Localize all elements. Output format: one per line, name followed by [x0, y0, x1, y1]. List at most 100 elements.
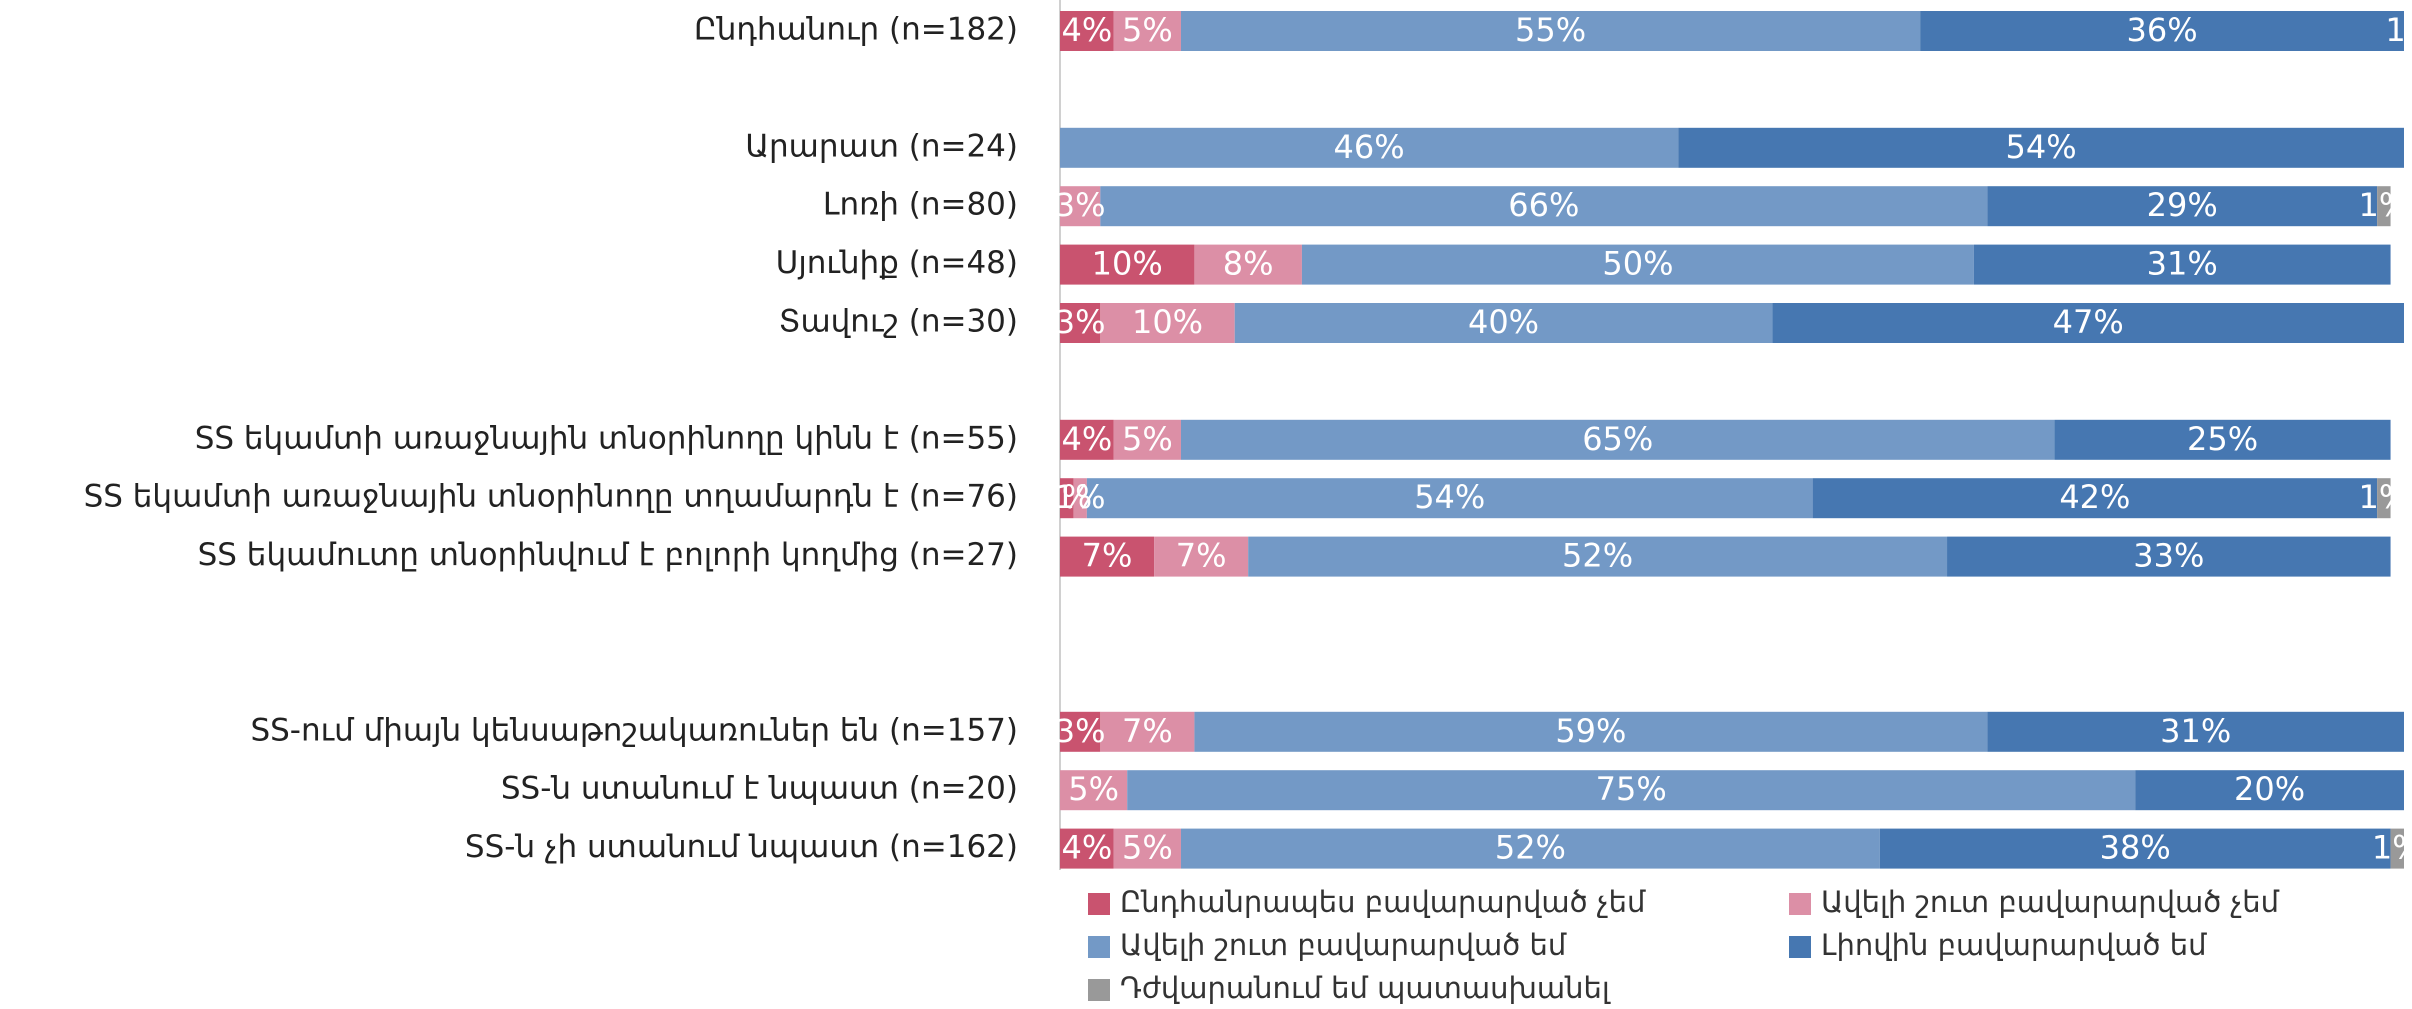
- data-label: 25%: [2187, 420, 2258, 458]
- bar-segment: [1060, 828, 1114, 869]
- bar-segment: [1678, 127, 2404, 168]
- data-label: 52%: [1562, 537, 1633, 575]
- bar-segment: [1812, 478, 2378, 519]
- data-label: 3%: [1055, 186, 1106, 224]
- category-label: Ընդհանուր (n=182): [694, 12, 1018, 48]
- data-label: 36%: [2127, 11, 2198, 49]
- category-label: Արարատ (n=24): [745, 128, 1018, 164]
- data-label: 10%: [1132, 303, 1203, 341]
- bar-segment: [1100, 711, 1195, 752]
- bar-segment: [1100, 303, 1235, 343]
- bar-segment: [1060, 11, 1114, 51]
- data-label: 38%: [2100, 829, 2171, 867]
- category-label: SS-ում միայն կենսաթոշակառուներ են (n=157…: [250, 712, 1018, 748]
- bar-segment: [1060, 419, 1114, 460]
- data-label: 50%: [1602, 245, 1673, 283]
- data-label: 33%: [2133, 537, 2204, 575]
- data-label: 5%: [1068, 770, 1119, 808]
- bar-segment: [1100, 186, 1988, 227]
- data-label: 31%: [2160, 712, 2231, 750]
- bar-segment: [1113, 11, 1181, 51]
- bar-segment: [1194, 244, 1302, 285]
- bar-segment: [1987, 711, 2404, 752]
- data-label: 5%: [1122, 420, 1173, 458]
- data-label: 10%: [1092, 245, 1163, 283]
- legend-swatch: [1088, 979, 1110, 1001]
- category-label: SS եկամտի առաջնային տնօրինողը կինն է (n=…: [195, 420, 1018, 456]
- data-label: 65%: [1582, 420, 1653, 458]
- legend-swatch: [1088, 893, 1110, 915]
- bar-segment: [1060, 478, 1074, 519]
- data-label: 1%: [2358, 478, 2409, 516]
- data-label: 75%: [1596, 770, 1667, 808]
- data-label: 4%: [1061, 11, 1112, 49]
- category-label: SS եկամուտը տնօրինվում է բոլորի կողմից (…: [198, 537, 1018, 573]
- plot-area: [1060, 11, 2404, 869]
- bar-segment: [1194, 711, 1988, 752]
- bar-segment: [2390, 828, 2404, 869]
- data-label: 5%: [1122, 11, 1173, 49]
- bar-segment: [1180, 419, 2055, 460]
- bar-segment: [2377, 478, 2391, 519]
- data-label: 59%: [1555, 712, 1626, 750]
- data-label: 52%: [1495, 829, 1566, 867]
- legend-label: Ավելի շուտ բավարարված չեմ: [1821, 885, 2280, 919]
- bar-segment: [1113, 419, 1181, 460]
- bar-segment: [1060, 186, 1101, 227]
- bar-segment: [1073, 478, 1087, 519]
- data-label: 55%: [1515, 11, 1586, 49]
- bar-segment: [1060, 127, 1679, 168]
- data-label: 1%: [1041, 478, 1092, 516]
- category-label: SS եկամտի առաջնային տնօրինողը տղամարդն է…: [84, 479, 1018, 515]
- bar-segment: [1060, 244, 1195, 285]
- bar-segment: [1248, 536, 1948, 577]
- bar-segment: [1301, 244, 1974, 285]
- legend-label: Ընդհանրապես բավարարված չեմ: [1120, 885, 1646, 919]
- bar-segment: [1180, 828, 1880, 869]
- data-label: 4%: [1061, 420, 1112, 458]
- data-label: 3%: [1055, 712, 1106, 750]
- data-label: 29%: [2147, 186, 2218, 224]
- data-label: 1%: [2385, 11, 2412, 49]
- legend-label: Լիովին բավարարված եմ: [1821, 928, 2207, 962]
- data-label: 3%: [1055, 303, 1106, 341]
- legend-swatch: [1088, 936, 1110, 958]
- data-label: 7%: [1176, 537, 1227, 575]
- legend-label: Դժվարանում եմ պատասխանել: [1120, 971, 1611, 1005]
- legend-label: Ավելի շուտ բավարարված եմ: [1120, 928, 1567, 962]
- data-label: 5%: [1122, 829, 1173, 867]
- bar-segment: [1113, 828, 1181, 869]
- bar-segment: [2054, 419, 2391, 460]
- data-label: 1%: [2372, 829, 2412, 867]
- bar-segment: [1127, 770, 2136, 811]
- data-label: 7%: [1122, 712, 1173, 750]
- bar-segment: [1180, 11, 1921, 51]
- bar-segment: [2377, 186, 2391, 227]
- bar-segment: [1060, 536, 1155, 577]
- bar-segment: [1772, 303, 2404, 343]
- bar-segment: [1947, 536, 2391, 577]
- category-label: Սյունիք (n=48): [776, 245, 1018, 281]
- data-label: 46%: [1334, 128, 1405, 166]
- bar-segment: [1154, 536, 1249, 577]
- data-label: 1%: [1055, 478, 1106, 516]
- bar-segment: [1879, 828, 2391, 869]
- data-label: 20%: [2234, 770, 2305, 808]
- category-label: Տավուշ (n=30): [779, 304, 1018, 340]
- bar-segment: [1060, 711, 1101, 752]
- bar-segment: [1234, 303, 1773, 343]
- bar-segment: [1060, 303, 1101, 343]
- bar-segment: [1987, 186, 2378, 227]
- bar-segment: [1060, 770, 1128, 811]
- bar-segment: [2135, 770, 2404, 811]
- category-label: Լոռի (n=80): [823, 187, 1018, 223]
- bar-segment: [1973, 244, 2391, 285]
- data-label: 8%: [1223, 245, 1274, 283]
- data-label: 42%: [2059, 478, 2130, 516]
- data-label: 4%: [1061, 829, 1112, 867]
- data-label: 1%: [2358, 186, 2409, 224]
- bar-segment: [1086, 478, 1813, 519]
- legend-swatch: [1789, 893, 1811, 915]
- data-label: 54%: [2006, 128, 2077, 166]
